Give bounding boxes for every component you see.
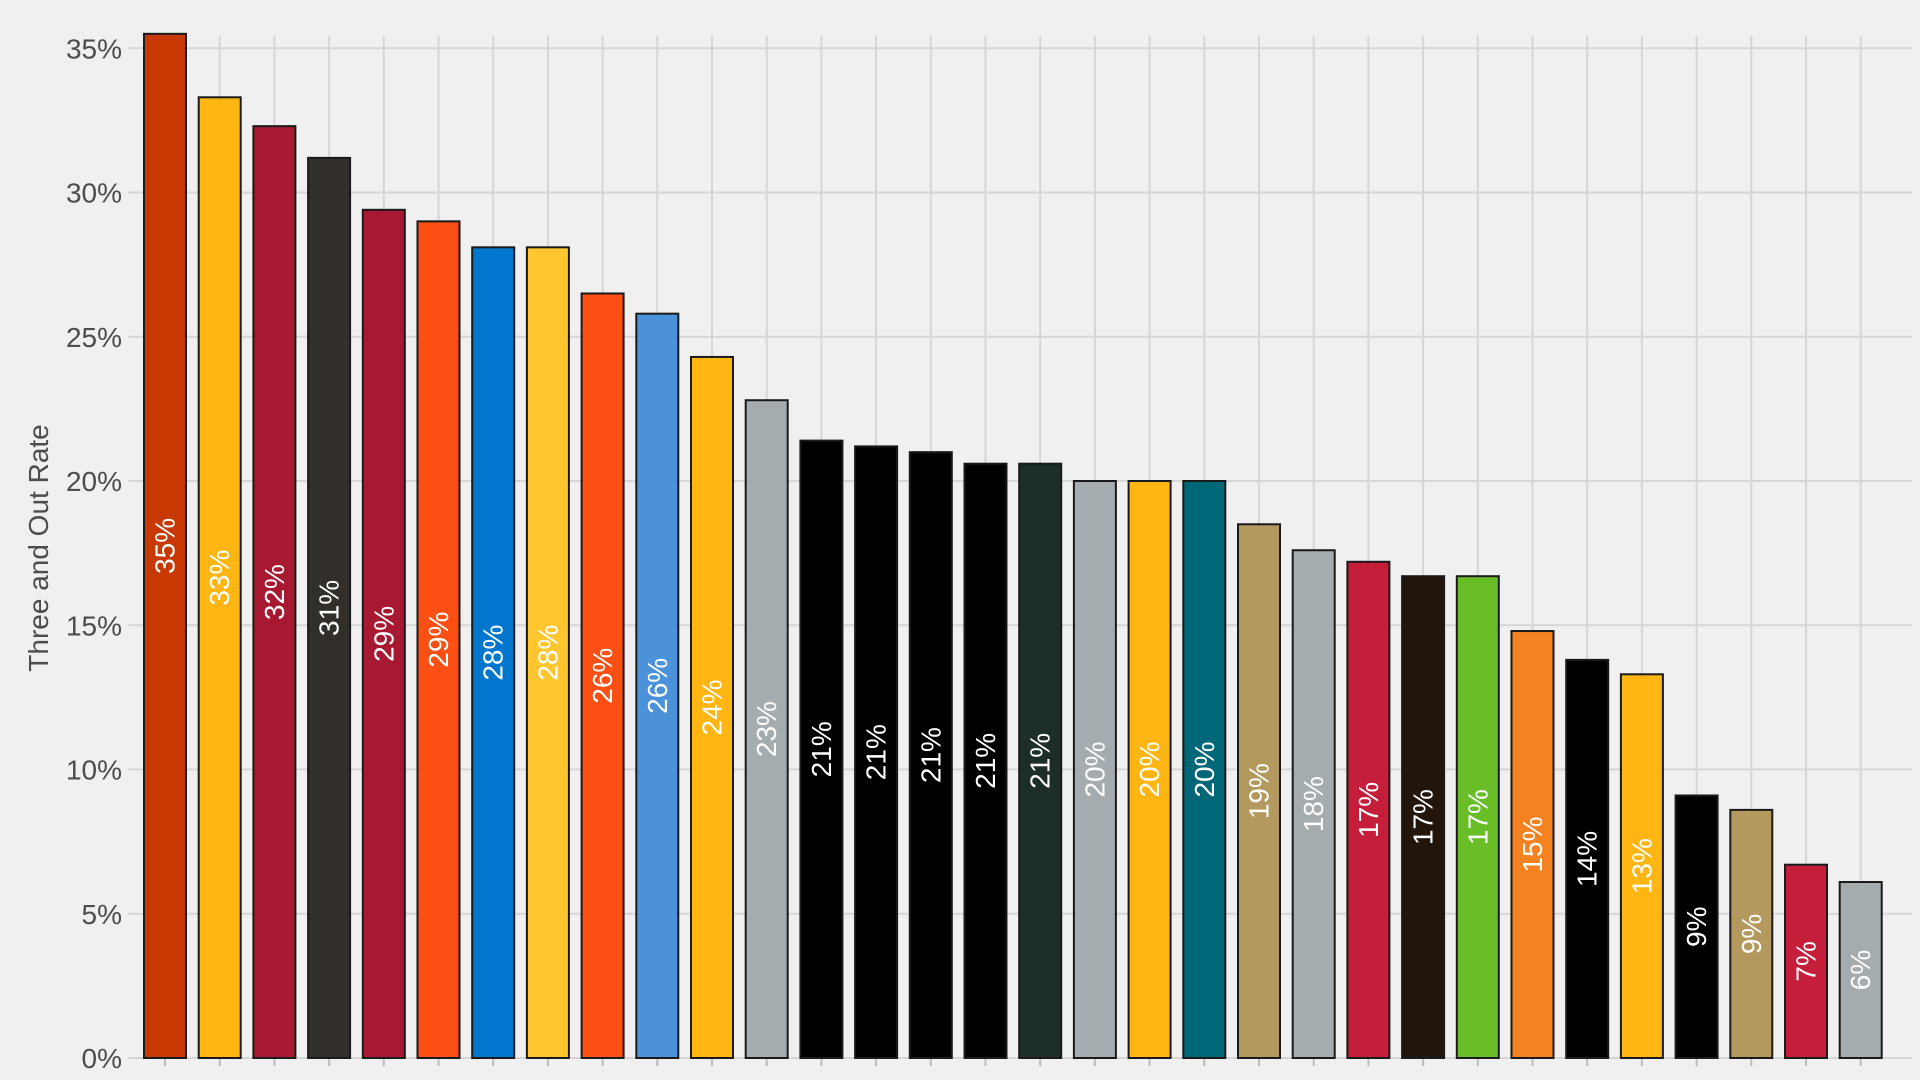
bar [1510,630,1555,1060]
y-tick-label: 10% [66,755,122,786]
bar-value-label: 21% [861,724,892,780]
bars [143,32,1883,1060]
bar [1784,863,1828,1060]
bar-value-label: 29% [368,606,399,662]
bar [197,96,242,1060]
bar [1072,480,1117,1059]
bar [963,462,1008,1059]
y-tick-label: 35% [66,33,122,64]
bar-value-label: 9% [1681,906,1712,946]
bar [854,445,899,1059]
bar-value-label: 21% [970,733,1001,789]
bar [143,32,187,1060]
bar-value-label: 18% [1298,776,1329,832]
bar [635,312,680,1060]
bar [252,125,297,1059]
bar-value-label: 20% [1134,741,1165,797]
bar [525,246,570,1059]
bar [580,292,625,1060]
y-tick-label: 0% [82,1043,122,1074]
bar-value-label: 9% [1736,914,1767,954]
bar [307,156,352,1059]
bar-value-label: 20% [1079,741,1110,797]
bar [361,208,406,1059]
bar-value-label: 28% [478,625,509,681]
y-tick-label: 30% [66,178,122,209]
bar-value-label: 15% [1517,816,1548,872]
bar-value-label: 14% [1572,831,1603,887]
y-axis-tick-labels: 0% 5% 10% 15% 20% 25% 30% 35% [66,33,122,1074]
bar-value-label: 28% [532,625,563,681]
bar [1565,658,1610,1059]
bar [1674,794,1719,1060]
bar-value-labels: 35% 33% 32% 31% 29% 29% 28% 28% 26% 26% 24% 23% 21% 2… [150,518,1877,990]
bar [908,451,953,1059]
bar [1401,575,1446,1060]
bar-value-label: 21% [915,727,946,783]
y-tick-label: 25% [66,322,122,353]
bar [1838,881,1883,1060]
bar [1729,808,1774,1060]
bar [1237,523,1281,1059]
bar [744,399,789,1060]
y-tick-label: 5% [82,899,122,930]
y-tick-label: 20% [66,466,122,497]
bar-value-label: 33% [204,550,235,606]
bar-value-label: 24% [697,679,728,735]
bar-value-label: 6% [1845,950,1876,990]
bar-value-label: 32% [259,564,290,620]
bar [1182,480,1227,1059]
bar [1018,462,1063,1059]
bar-value-label: 17% [1462,789,1493,845]
bar [1346,560,1391,1060]
bar [690,355,734,1059]
bar-value-label: 26% [587,648,618,704]
bar-value-label: 13% [1626,838,1657,894]
bar-value-label: 23% [751,701,782,757]
bar [1619,673,1664,1059]
bar [1291,549,1336,1059]
bar-value-label: 26% [642,658,673,714]
bar [471,246,516,1059]
bar [416,220,461,1060]
y-axis-title: Three and Out Rate [23,424,54,671]
bar-value-label: 35% [150,518,181,574]
bar-value-label: 21% [1025,733,1056,789]
bar-value-label: 20% [1189,741,1220,797]
bar [1455,575,1500,1060]
bar [799,439,844,1059]
bar-value-label: 17% [1408,789,1439,845]
bar-value-label: 7% [1791,941,1822,981]
y-tick-label: 15% [66,610,122,641]
bar-value-label: 19% [1244,763,1275,819]
x-axis-ticks [164,1058,1862,1066]
bar-value-label: 17% [1353,782,1384,838]
bar-value-label: 31% [314,580,345,636]
bar-value-label: 29% [423,612,454,668]
bar-value-label: 21% [806,721,837,777]
bar [1127,480,1172,1059]
